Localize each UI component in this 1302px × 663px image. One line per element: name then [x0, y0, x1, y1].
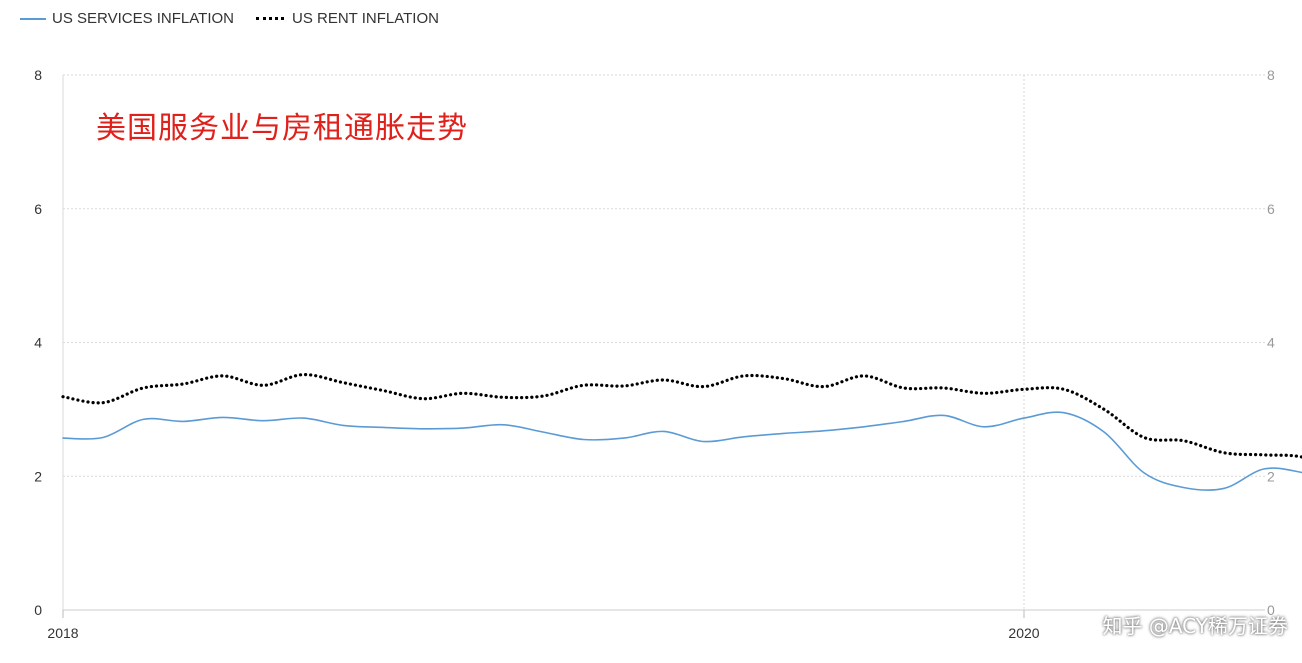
- x-tick-label: 2018: [47, 625, 78, 641]
- series-line-rent: [61, 372, 1302, 459]
- y-right-tick-label: 8: [1267, 67, 1275, 83]
- legend-label-services: US SERVICES INFLATION: [52, 10, 234, 27]
- series-line-services: [62, 411, 1302, 491]
- y-right-tick-label: 2: [1267, 468, 1275, 484]
- legend-swatch-dotted: [256, 17, 284, 20]
- y-tick-label: 8: [34, 67, 42, 83]
- y-tick-label: 4: [34, 335, 42, 351]
- y-tick-label: 6: [34, 201, 42, 217]
- legend-swatch-solid: [20, 17, 46, 20]
- chart-title: 美国服务业与房租通胀走势: [96, 111, 468, 146]
- legend-item-services[interactable]: US SERVICES INFLATION: [20, 10, 234, 27]
- y-tick-label: 2: [34, 468, 42, 484]
- watermark: 知乎 @ACY稀万证券: [1102, 614, 1288, 638]
- y-right-tick-label: 4: [1267, 335, 1275, 351]
- y-right-tick-label: 0: [1267, 602, 1275, 618]
- series-layer: [61, 372, 1302, 491]
- legend: US SERVICES INFLATION US RENT INFLATION: [20, 10, 461, 27]
- axes: 0022446688201820202022: [34, 67, 1275, 641]
- legend-item-rent[interactable]: US RENT INFLATION: [256, 10, 439, 27]
- y-tick-label: 0: [34, 602, 42, 618]
- x-tick-label: 2020: [1008, 625, 1039, 641]
- legend-label-rent: US RENT INFLATION: [292, 10, 439, 27]
- grid-lines: [62, 74, 1265, 611]
- y-right-tick-label: 6: [1267, 201, 1275, 217]
